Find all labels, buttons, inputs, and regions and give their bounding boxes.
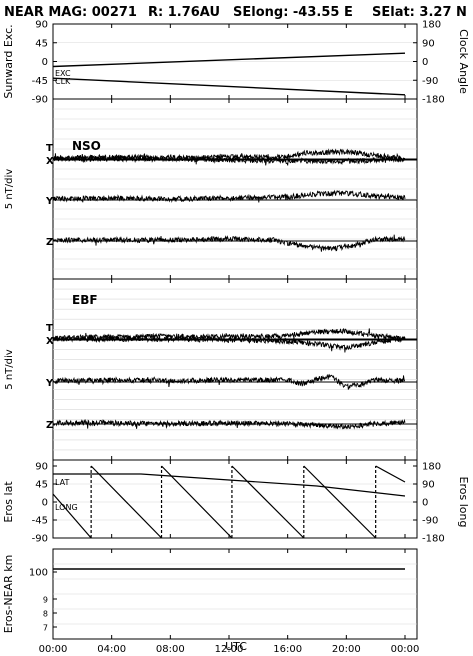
eros-right-tick-label: 90 [422,480,435,491]
series-clk [52,77,406,96]
angles-right-tick-label: -90 [422,76,438,87]
x-tick-label: 12:00 [215,644,244,655]
series-long-segment [52,493,92,539]
eros-right-tick-label: 180 [422,462,441,473]
angles-left-tick-label: -45 [32,76,48,87]
plot-title: NEAR MAG: 00271 R: 1.76AU SElong: -43.55… [4,5,467,20]
x-tick-label: 04:00 [97,644,126,655]
title-range: R: 1.76AU [148,5,220,20]
series-letter-t: T [46,323,53,334]
angles-left-tick-label: 45 [35,38,48,49]
x-tick-label: 20:00 [332,644,361,655]
x-tick-label: 08:00 [156,644,185,655]
mag-axis-label: 5 nT/div [4,349,15,389]
series-lat [53,473,406,497]
series-ebf-t [52,327,406,342]
angles-left-tick-label: 0 [42,57,48,68]
eros-left-tick-label: -45 [32,516,48,527]
distance-tick-label: 9 [43,596,48,605]
x-tick-label: 00:00 [391,644,420,655]
x-tick-label: 16:00 [273,644,302,655]
angles-left-tick-label: 90 [35,20,48,31]
angles-right-tick-label: 0 [422,57,428,68]
series-long-segment [161,465,233,539]
distance-tick-label: 8 [43,610,48,619]
series-exc [52,52,406,68]
title-mission: NEAR MAG: 00271 [4,5,137,20]
panel-label-ebf: EBF [72,293,98,307]
series-letter-z: Z [46,237,53,248]
eros-left-tick-label: 45 [35,480,48,491]
series-long-segment [303,465,377,539]
inline-label-long: LONG [55,503,78,512]
distance-tick-label: 100 [29,568,48,579]
series-nso-z [52,234,406,252]
series-layer [52,52,406,570]
series-letter-x: X [46,336,54,347]
series-ebf-x [52,335,406,353]
x-tick-label: 00:00 [39,644,68,655]
series-letter-y: Y [45,378,54,389]
eros-left-axis-label: Eros lat [2,481,15,523]
eros-left-tick-label: 0 [42,498,48,509]
angles-right-axis-label: Clock Angle [457,29,470,94]
panel-label-nso: NSO [72,139,101,153]
x-axis-label: UTC [225,640,247,653]
eros-right-axis-label: Eros long [457,477,470,528]
title-selong: SElong: -43.55 E [233,5,353,20]
series-ebf-z [52,418,406,430]
angles-left-tick-label: -90 [32,95,48,106]
angles-right-tick-label: 90 [422,38,435,49]
series-letter-t: T [46,143,53,154]
panel-frame-eros [52,459,418,539]
distance-axis-label: Eros-NEAR km [2,555,15,634]
distance-tick-label: 7 [43,624,48,633]
inline-label-exc: EXC [55,69,71,78]
mag-axis-label: 5 nT/div [4,169,15,209]
title-selat: SElat: 3.27 N [372,5,467,20]
eros-right-tick-label: -180 [422,534,445,545]
series-letter-x: X [46,156,54,167]
series-ebf-y [52,373,405,391]
eros-left-tick-label: 90 [35,462,48,473]
series-long-segment [231,465,305,539]
inline-label-clk: CLK [55,77,71,86]
eros-right-tick-label: 0 [422,498,428,509]
angles-right-tick-label: -180 [422,95,445,106]
series-long-segment [375,465,406,483]
series-long-segment [90,465,162,539]
series-nso-y [52,189,406,203]
angles-left-axis-label: Sunward Exc. [2,24,15,98]
series-nso-x [52,153,406,166]
angles-right-tick-label: 180 [422,20,441,31]
series-letter-z: Z [46,420,53,431]
inline-label-lat: LAT [55,478,69,487]
eros-left-tick-label: -90 [32,534,48,545]
grid-lines [52,23,417,639]
eros-right-tick-label: -90 [422,516,438,527]
series-letter-y: Y [45,196,54,207]
